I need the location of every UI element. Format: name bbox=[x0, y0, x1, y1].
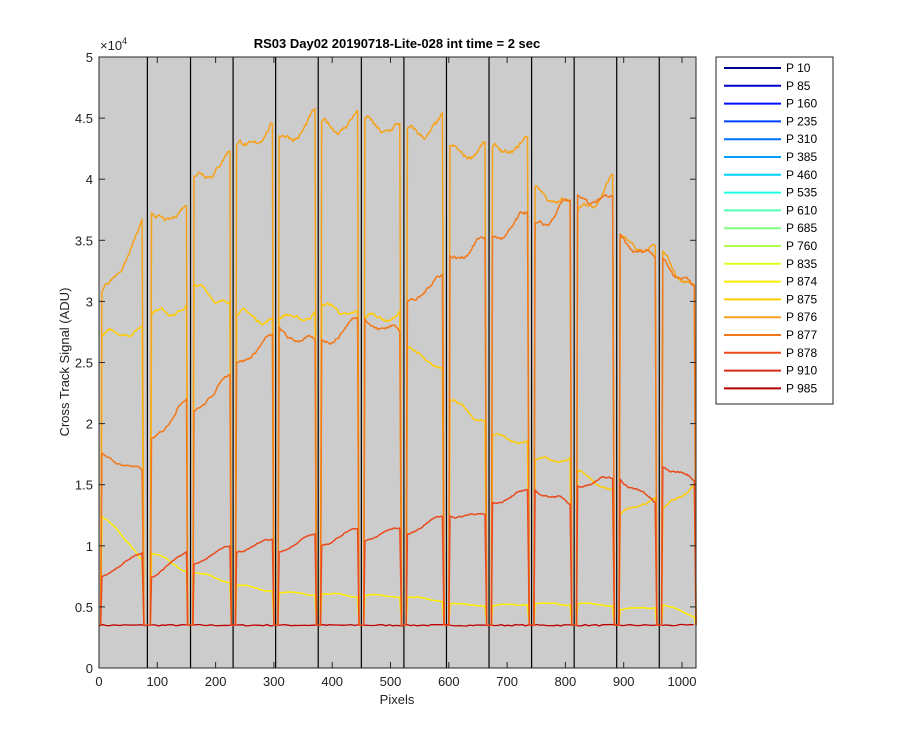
x-tick-label-4: 400 bbox=[321, 674, 343, 689]
series-line-p-874 bbox=[99, 515, 697, 626]
y-axis: 0 0.5 1 1.5 2 2.5 3 3.5 4 4.5 5 bbox=[75, 50, 696, 676]
legend-label-9: P 685 bbox=[786, 221, 817, 235]
plot-background bbox=[99, 57, 696, 668]
series-lines bbox=[98, 107, 697, 627]
y-tick-label-5: 2.5 bbox=[75, 356, 93, 371]
y-tick-label-10: 5 bbox=[86, 50, 93, 65]
chart-title: RS03 Day02 20190718-Lite-028 int time = … bbox=[254, 36, 541, 51]
legend: P 10 P 85 P 160 P 235 P 310 P 385 P 460 P 535 P … bbox=[715, 56, 834, 405]
legend-label-3: P 235 bbox=[786, 114, 817, 128]
legend-label-17: P 910 bbox=[786, 364, 817, 378]
legend-label-8: P 610 bbox=[786, 203, 817, 217]
x-tick-label-5: 500 bbox=[380, 674, 402, 689]
legend-label-10: P 760 bbox=[786, 239, 817, 253]
y-exponent-label: ×104 bbox=[100, 36, 127, 53]
legend-label-1: P 85 bbox=[786, 79, 811, 93]
series-line-p-877 bbox=[99, 193, 697, 626]
legend-label-15: P 877 bbox=[786, 328, 817, 342]
legend-label-0: P 10 bbox=[786, 61, 811, 75]
legend-label-14: P 876 bbox=[786, 310, 817, 324]
y-tick-label-1: 0.5 bbox=[75, 600, 93, 615]
y-tick-label-4: 2 bbox=[86, 417, 93, 432]
legend-label-18: P 985 bbox=[786, 381, 817, 395]
legend-label-13: P 875 bbox=[786, 292, 817, 306]
x-tick-label-6: 600 bbox=[438, 674, 460, 689]
legend-label-6: P 460 bbox=[786, 168, 817, 182]
legend-label-16: P 878 bbox=[786, 346, 817, 360]
series-line-p-875 bbox=[99, 283, 697, 626]
x-tick-label-0: 0 bbox=[95, 674, 102, 689]
legend-label-4: P 310 bbox=[786, 132, 817, 146]
x-axis-label: Pixels bbox=[380, 692, 415, 707]
y-tick-label-6: 3 bbox=[86, 294, 93, 309]
legend-label-7: P 535 bbox=[786, 186, 817, 200]
x-tick-label-1: 100 bbox=[146, 674, 168, 689]
y-axis-label: Cross Track Signal (ADU) bbox=[57, 288, 72, 437]
y-tick-label-9: 4.5 bbox=[75, 111, 93, 126]
series-line-p-878 bbox=[99, 466, 697, 626]
y-tick-label-0: 0 bbox=[86, 661, 93, 676]
x-tick-label-9: 900 bbox=[613, 674, 635, 689]
divider-lines bbox=[146, 57, 660, 668]
x-tick-label-10: 1000 bbox=[668, 674, 697, 689]
x-tick-label-8: 800 bbox=[555, 674, 577, 689]
legend-label-5: P 385 bbox=[786, 150, 817, 164]
legend-label-2: P 160 bbox=[786, 97, 817, 111]
legend-box bbox=[715, 56, 834, 405]
legend-label-12: P 874 bbox=[786, 275, 817, 289]
y-tick-label-3: 1.5 bbox=[75, 478, 93, 493]
x-tick-label-3: 300 bbox=[263, 674, 285, 689]
x-tick-label-2: 200 bbox=[205, 674, 227, 689]
series-line-baseline bbox=[98, 623, 694, 627]
y-tick-label-8: 4 bbox=[86, 172, 93, 187]
x-axis: 0 100 200 300 400 500 600 700 800 900 1000 bbox=[95, 57, 696, 689]
y-tick-label-7: 3.5 bbox=[75, 233, 93, 248]
series-line-p-876 bbox=[99, 107, 697, 626]
y-tick-label-2: 1 bbox=[86, 539, 93, 554]
x-tick-label-7: 700 bbox=[496, 674, 518, 689]
legend-label-11: P 835 bbox=[786, 257, 817, 271]
